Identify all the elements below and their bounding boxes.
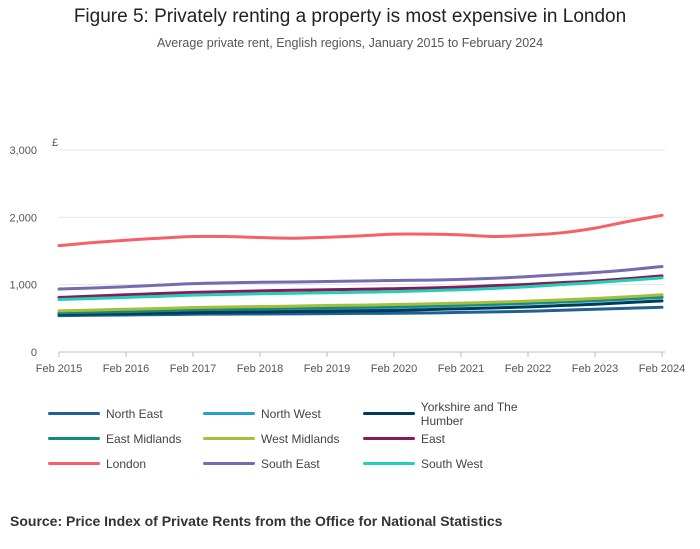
x-tick-label: Feb 2016 (103, 363, 149, 375)
y-tick-label: 0 (31, 347, 37, 359)
legend-item-south-east[interactable]: South East (203, 456, 345, 471)
legend-swatch (363, 437, 415, 440)
legend-label: Yorkshire and The Humber (420, 399, 518, 428)
legend-item-west-midlands[interactable]: West Midlands (203, 431, 345, 446)
line-chart: 0 1,000 2,000 3,000 £ Feb 2015 Feb 2016 Feb 201… (9, 137, 685, 375)
legend-label: North East (106, 406, 163, 421)
y-axis-label: £ (52, 137, 58, 149)
legend-swatch (203, 437, 255, 440)
legend-swatch (48, 462, 100, 465)
legend-label: South West (421, 456, 483, 471)
x-tick-label: Feb 2015 (36, 363, 82, 375)
series-line-south-west (57, 276, 664, 301)
series-line-west-midlands (57, 293, 664, 313)
legend-swatch (48, 437, 100, 440)
y-tick-label: 2,000 (9, 212, 37, 224)
series-line-east-midlands (57, 295, 664, 315)
legend-item-north-west[interactable]: North West (203, 406, 345, 421)
legend-label: North West (261, 406, 321, 421)
legend-item-london[interactable]: London (48, 456, 185, 471)
legend-label: South East (261, 456, 320, 471)
legend-swatch (363, 462, 415, 465)
x-tick-label: Feb 2022 (505, 363, 551, 375)
series-line-yorkshire-and-the-humber (57, 299, 664, 316)
source-note: Source: Price Index of Private Rents fro… (10, 513, 503, 529)
legend-label: West Midlands (261, 431, 340, 446)
x-tick-label: Feb 2021 (438, 363, 484, 375)
legend-label: East (421, 431, 446, 446)
x-tick-label: Feb 2023 (572, 363, 618, 375)
chart-title: Figure 5: Privately renting a property i… (73, 6, 627, 27)
legend-item-north-east[interactable]: North East (48, 406, 185, 421)
legend-swatch (203, 462, 255, 465)
x-tick-label: Feb 2019 (304, 363, 350, 375)
chart-subtitle: Average private rent, English regions, J… (156, 36, 544, 50)
x-tick-label: Feb 2017 (170, 363, 216, 375)
x-tick-label: Feb 2024 (639, 363, 685, 375)
series-line-south-east (57, 264, 664, 291)
legend-item-yorkshire-and-the-humber[interactable]: Yorkshire and The Humber (363, 400, 563, 428)
legend-item-south-west[interactable]: South West (363, 456, 563, 471)
legend-swatch (363, 412, 415, 415)
y-tick-label: 3,000 (9, 145, 37, 157)
legend-item-east-midlands[interactable]: East Midlands (48, 431, 185, 446)
x-tick-label: Feb 2020 (371, 363, 417, 375)
legend-swatch (48, 412, 100, 415)
series-line-east (57, 274, 664, 299)
series-line-london (57, 213, 664, 248)
chart-legend: North East North West Yorkshire and The Hu… (48, 400, 678, 471)
legend-item-east[interactable]: East (363, 431, 563, 446)
legend-label: London (106, 456, 147, 471)
series-line-north-east (57, 305, 664, 318)
legend-swatch (203, 412, 255, 415)
y-tick-label: 1,000 (9, 280, 37, 292)
x-tick-label: Feb 2018 (237, 363, 283, 375)
legend-label: East Midlands (106, 431, 182, 446)
